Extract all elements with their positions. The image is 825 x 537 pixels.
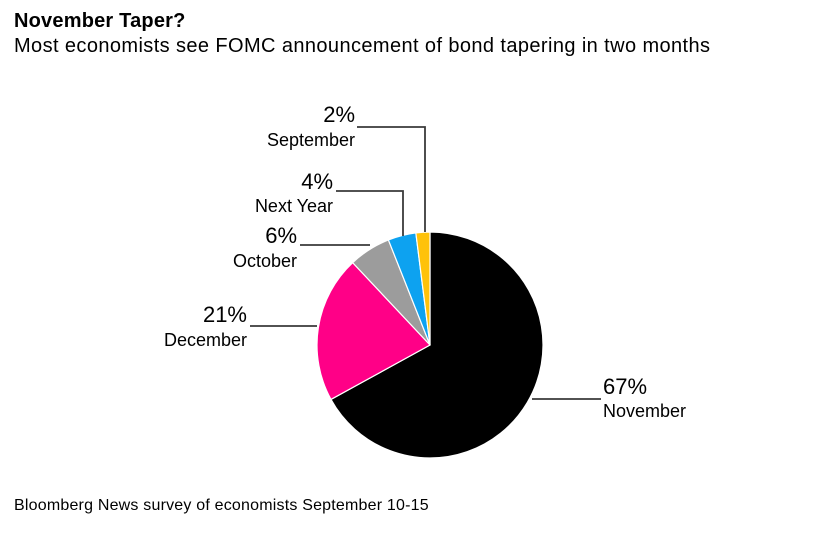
- source-note: Bloomberg News survey of economists Sept…: [14, 497, 429, 514]
- name-label-next-year: Next Year: [255, 196, 333, 216]
- slice-labels: 67%November 21% December 6% October 4%Next Ye…: [164, 102, 686, 421]
- chart-subtitle: Most economists see FOMC announcement of…: [14, 35, 711, 57]
- percent-label-october: 6%: [265, 223, 297, 248]
- leader-line-next-year: [336, 190, 404, 236]
- pie-slices: [316, 231, 544, 459]
- percent-label-november: 67%: [603, 374, 647, 399]
- pie-slice-september: [415, 231, 431, 346]
- name-label-november: November: [603, 401, 686, 421]
- leader-lines: [250, 126, 601, 400]
- percent-label-december: 21%: [203, 302, 247, 327]
- percent-label-september: 2%: [323, 102, 355, 127]
- name-label-october: October: [233, 251, 297, 271]
- name-label-september: September: [267, 130, 355, 150]
- pie-slice-november: [330, 231, 544, 459]
- percent-label-next-year: 4%: [301, 169, 333, 194]
- leader-line-september: [357, 126, 426, 232]
- chart-title: November Taper?: [14, 10, 186, 32]
- name-label-december: December: [164, 330, 247, 350]
- pie-slice-december: [316, 261, 431, 401]
